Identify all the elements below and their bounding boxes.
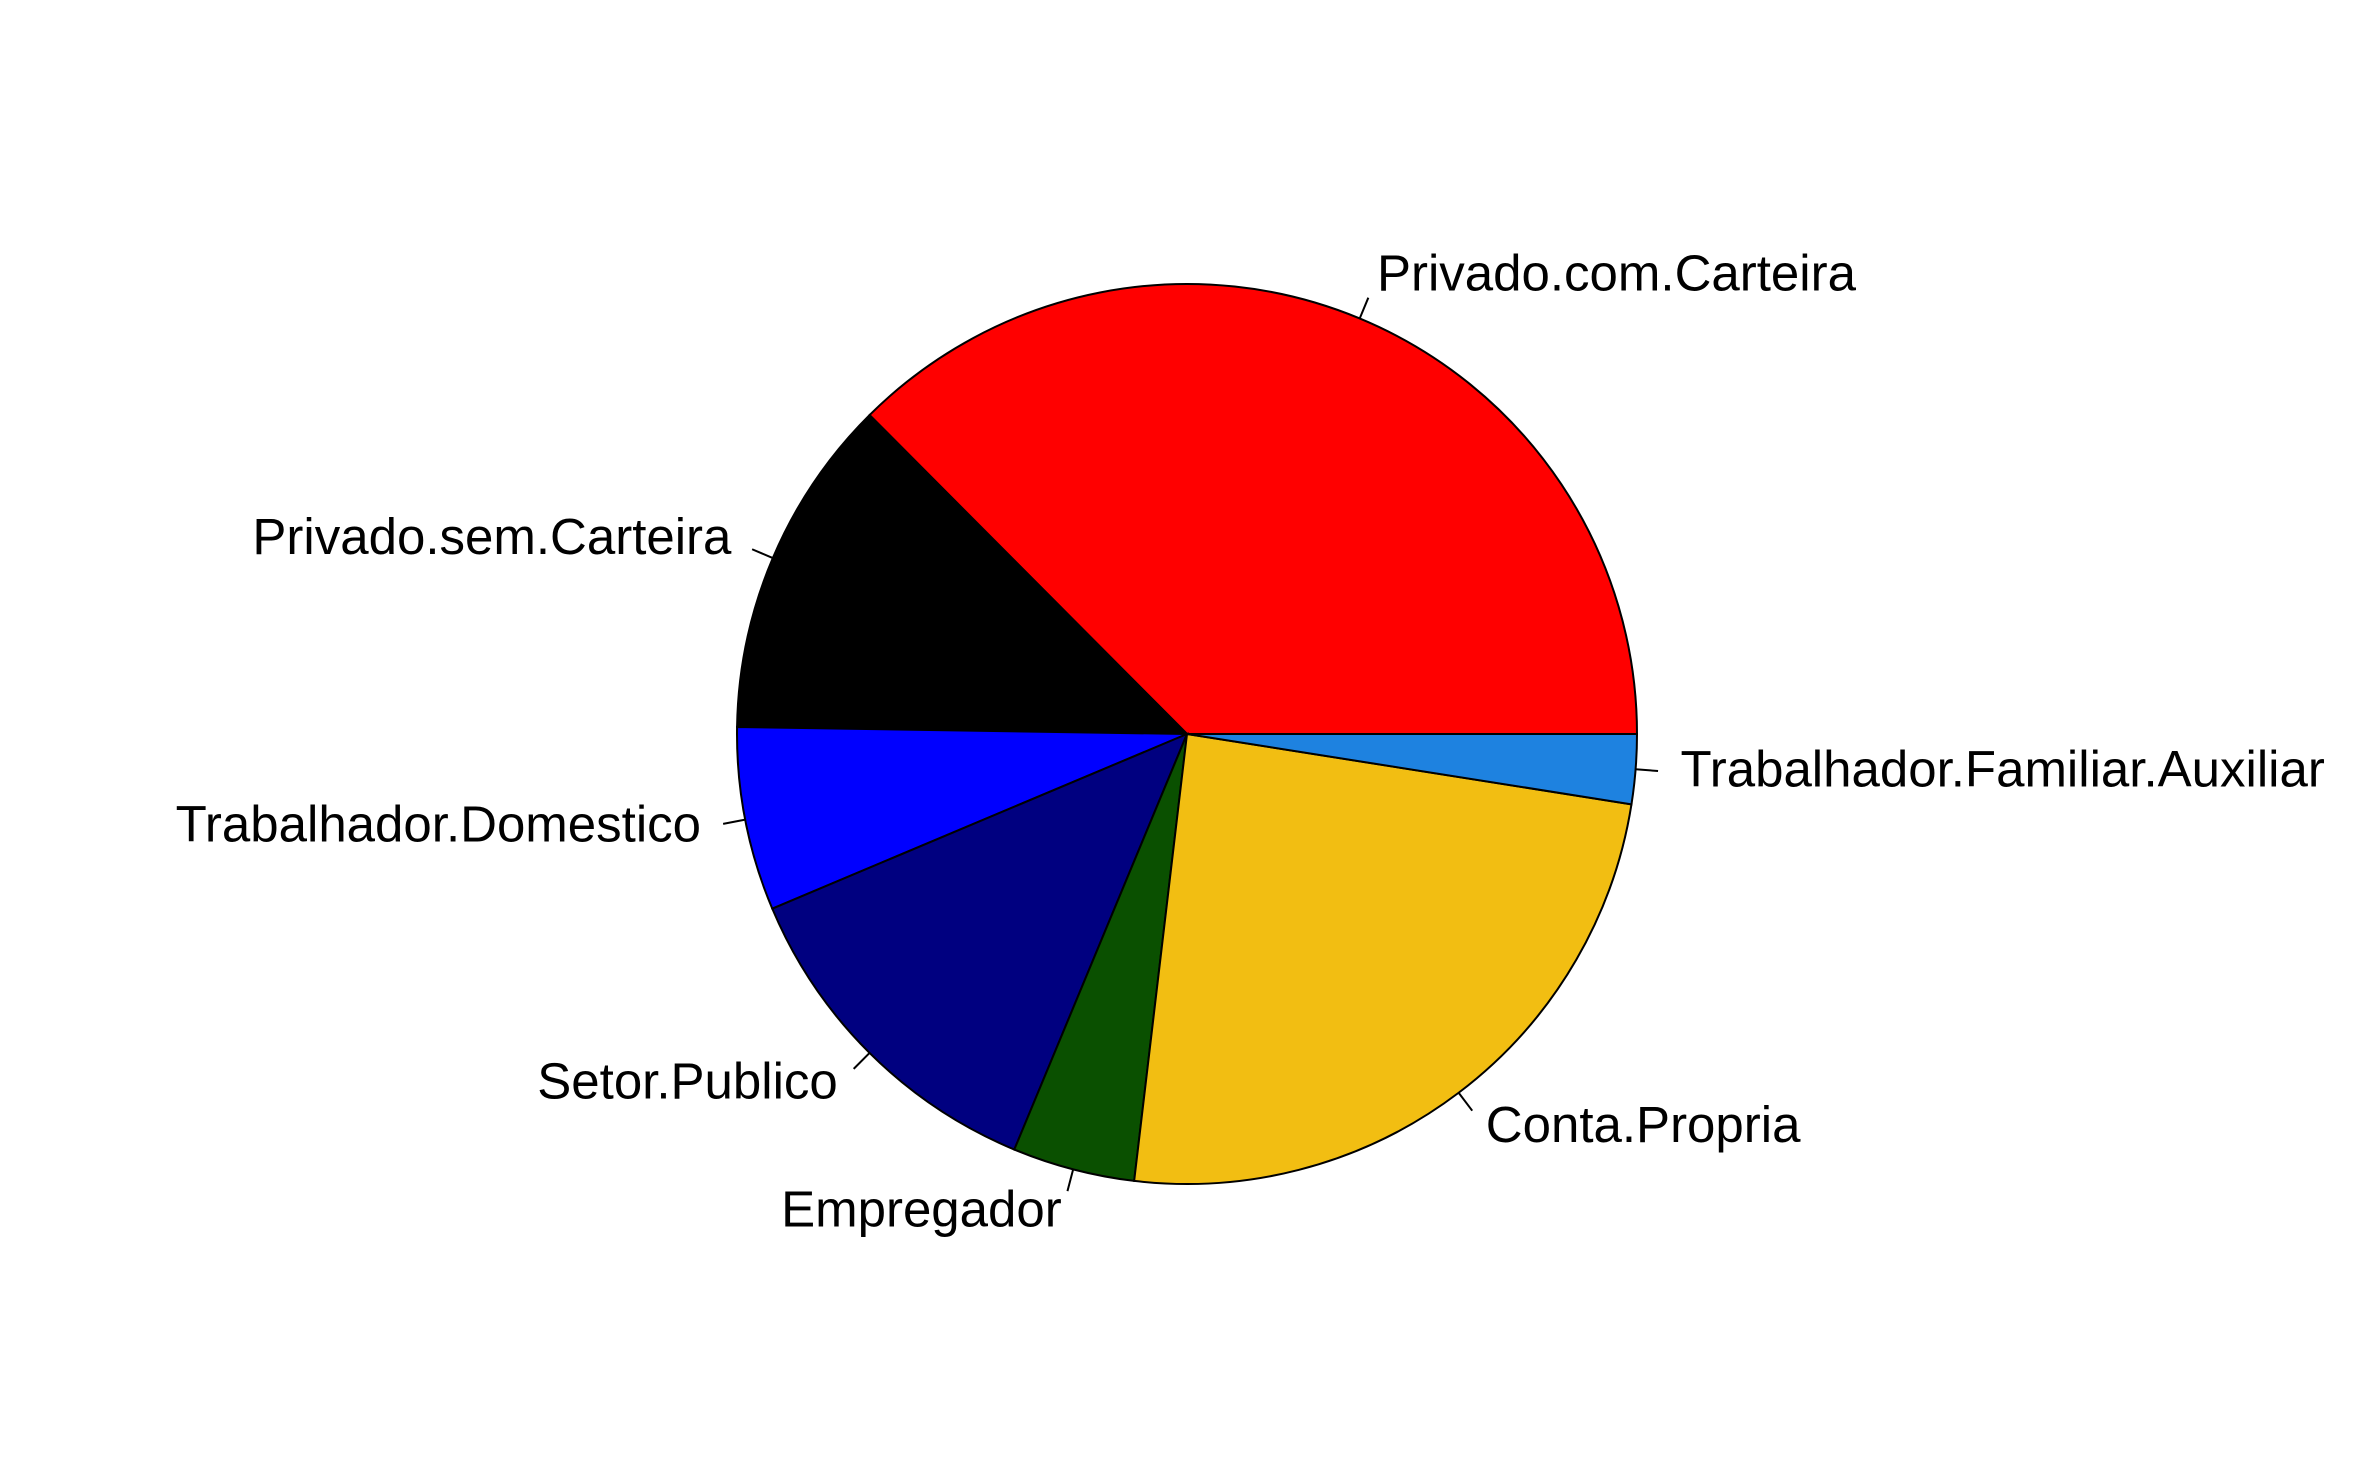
slice-label-privado-sem-carteira: Privado.sem.Carteira [252, 508, 732, 565]
leader-line-trabalhador-domestico [722, 818, 746, 825]
pie-slice-privado-sem-carteira [736, 413, 1190, 736]
slice-label-conta-propria: Conta.Propria [1486, 1096, 1801, 1153]
leader-line-privado-sem-carteira [751, 548, 774, 559]
leader-line-empregador [1066, 1169, 1075, 1192]
pie-slice-setor-publico [770, 732, 1189, 1151]
leader-line-setor-publico [852, 1052, 871, 1070]
leader-line-trabalhador-familiar-auxiliar [1635, 768, 1659, 773]
pie-leader-lines [722, 297, 1659, 1192]
slice-label-privado-com-carteira: Privado.com.Carteira [1377, 244, 1857, 301]
slice-label-setor-publico: Setor.Publico [537, 1052, 838, 1109]
pie-slices [736, 282, 1639, 1186]
leader-line-conta-propria [1457, 1092, 1474, 1112]
pie-slice-conta-propria [1133, 732, 1633, 1186]
pie-labels: Privado.com.Carteira Privado.sem.Carteira… [176, 244, 2325, 1237]
pie-slice-trabalhador-domestico [736, 725, 1188, 910]
leader-line-privado-com-carteira [1358, 297, 1370, 319]
pie-slice-trabalhador-familiar-auxiliar [1186, 733, 1639, 806]
slice-label-empregador: Empregador [781, 1180, 1062, 1237]
slice-label-trabalhador-familiar-auxiliar: Trabalhador.Familiar.Auxiliar [1680, 740, 2324, 797]
slice-label-trabalhador-domestico: Trabalhador.Domestico [176, 796, 701, 853]
